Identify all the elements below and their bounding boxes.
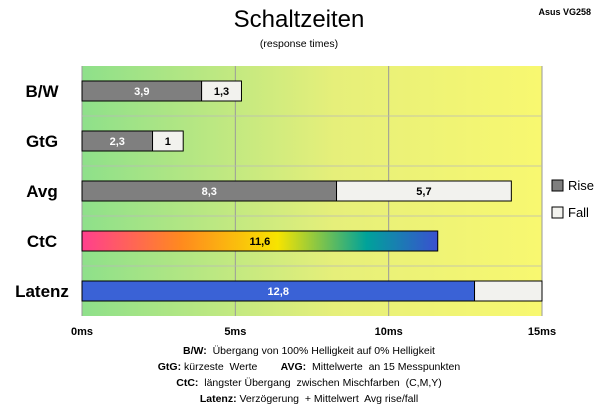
chart-subtitle: (response times) [260, 38, 338, 50]
legend-swatch-fall [551, 206, 564, 219]
legend-label-fall: Fall [568, 205, 589, 220]
legend: Rise Fall [551, 178, 594, 220]
data-label-rise: 8,3 [202, 186, 217, 198]
bar-fall [201, 80, 242, 102]
data-label-fall: 1 [165, 136, 171, 148]
note-text: kürzeste Werte [181, 361, 281, 373]
category-label: Latenz [15, 282, 69, 301]
data-label-rise: 12,8 [268, 286, 289, 298]
data-label-rise: 2,3 [110, 136, 125, 148]
note-text: Verzögerung + Mittelwert Avg rise/fall [236, 393, 419, 405]
data-label-fall: 5,7 [416, 186, 431, 198]
category-label: Avg [26, 182, 58, 201]
note-text: Übergang von 100% Helligkeit auf 0% Hell… [206, 345, 435, 357]
note-line: CtC: längster Übergang zwischen Mischfar… [0, 375, 600, 391]
notes: B/W: Übergang von 100% Helligkeit auf 0%… [0, 343, 600, 407]
note-line: Latenz: Verzögerung + Mittelwert Avg ris… [0, 391, 600, 407]
category-label: B/W [25, 82, 59, 101]
note-key: AVG: [280, 361, 307, 373]
note-key: B/W: [183, 345, 207, 357]
note-line: B/W: Übergang von 100% Helligkeit auf 0%… [0, 343, 600, 359]
category-label: GtG [26, 132, 58, 151]
note-text: längster Übergang zwischen Mischfarben (… [198, 377, 442, 389]
bar-fall [336, 180, 512, 202]
data-label-rise: 11,6 [249, 236, 270, 248]
chart-title: Schaltzeiten [234, 6, 365, 33]
legend-label-rise: Rise [568, 178, 594, 193]
note-key: CtC: [176, 377, 199, 389]
note-key: Latenz: [199, 393, 237, 405]
category-label: CtC [27, 232, 57, 251]
category-labels: B/W GtG Avg CtC Latenz [15, 82, 69, 301]
x-tick-label: 15ms [528, 326, 556, 338]
bars: 3,9 1,3 2,3 1 8,3 5,7 11,6 12,8 [81, 80, 543, 302]
note-text: Mittelwerte an 15 Messpunkten [306, 361, 461, 373]
x-tick-label: 5ms [224, 326, 246, 338]
grid-lines [81, 66, 543, 316]
x-tick-label: 0ms [71, 326, 93, 338]
corner-label: Asus VG258 [538, 7, 591, 17]
bar-rise [81, 230, 439, 252]
x-tick-labels: 0ms 5ms 10ms 15ms [71, 326, 556, 338]
legend-swatch-rise [551, 179, 564, 192]
note-key: GtG: [157, 361, 182, 373]
data-label-fall: 1,3 [214, 86, 229, 98]
bar-fall [152, 130, 184, 152]
bar-fall [474, 280, 543, 302]
note-line: GtG: kürzeste Werte AVG: Mittelwerte an … [0, 359, 600, 375]
data-label-rise: 3,9 [134, 86, 149, 98]
x-tick-label: 10ms [375, 326, 403, 338]
